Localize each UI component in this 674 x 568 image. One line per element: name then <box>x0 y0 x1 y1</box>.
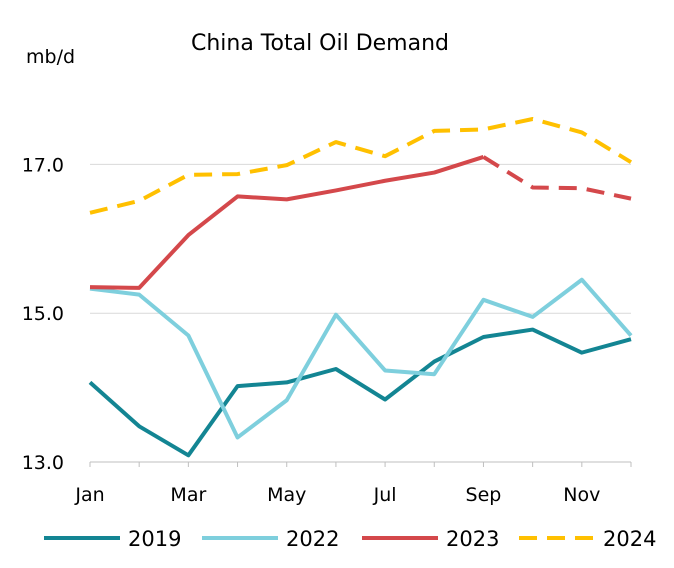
y-tick-label: 13.0 <box>22 452 64 474</box>
x-tick-labels: Jan Mar May Jul Sep Nov <box>74 484 600 506</box>
y-tick-labels: 13.0 15.0 17.0 <box>22 154 64 474</box>
legend-label-2019: 2019 <box>128 527 181 551</box>
legend: 2019 2022 2023 2024 <box>44 527 656 551</box>
x-tick-label: Mar <box>170 484 206 506</box>
legend-label-2023: 2023 <box>446 527 499 551</box>
legend-label-2022: 2022 <box>286 527 339 551</box>
series-2019-line <box>88 327 632 458</box>
axes <box>89 461 632 467</box>
x-tick-label: Jan <box>74 484 104 506</box>
series-lines <box>88 117 633 458</box>
chart-title: China Total Oil Demand <box>191 31 449 56</box>
legend-label-2024: 2024 <box>603 527 656 551</box>
y-axis-unit-label: mb/d <box>26 46 75 68</box>
x-tick-label: May <box>267 484 306 506</box>
x-tick-label: Jul <box>373 484 397 506</box>
series-2022-line <box>89 277 633 440</box>
series-2023-line-forecast <box>482 155 632 201</box>
x-tick-label: Sep <box>466 484 502 506</box>
series-2023-line-actual <box>89 155 485 290</box>
x-tick-label: Nov <box>563 484 600 506</box>
y-tick-label: 17.0 <box>22 154 64 176</box>
y-tick-label: 15.0 <box>22 303 64 325</box>
series-2024-line <box>89 117 633 215</box>
